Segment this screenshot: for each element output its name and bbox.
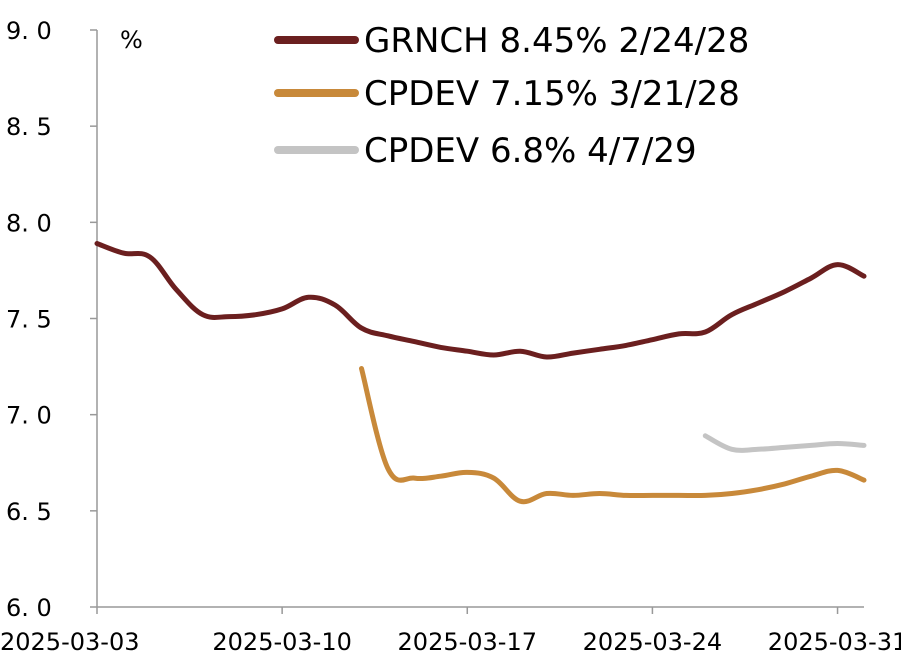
x-tick-label: 2025-03-17 — [398, 628, 537, 656]
series-layer — [94, 241, 867, 505]
x-tick-label: 2025-03-24 — [583, 628, 722, 656]
x-tick-label: 2025-03-03 — [0, 628, 139, 656]
x-tick-label: 2025-03-10 — [212, 628, 351, 656]
y-unit-label: % — [120, 26, 143, 54]
x-tick-label: 2025-03-31 — [768, 628, 901, 656]
legend-label-1: GRNCH 8.45% 2/24/28 — [364, 21, 749, 61]
legend-label-2: CPDEV 7.15% 3/21/28 — [364, 74, 740, 114]
y-tick-label: 6. 5 — [6, 498, 52, 526]
y-tick-label: 7. 5 — [6, 306, 52, 334]
y-tick-label: 8. 0 — [6, 209, 52, 237]
legend-label-3: CPDEV 6.8% 4/7/29 — [364, 131, 697, 171]
y-tick-label: 8. 5 — [6, 113, 52, 141]
y-tick-label: 6. 0 — [6, 594, 52, 622]
y-tick-label: 9. 0 — [6, 17, 52, 45]
y-ticks: 6. 0 6. 5 7. 0 7. 5 8. 0 8. 5 9. 0 — [6, 17, 97, 622]
series-line-2 — [359, 366, 867, 505]
series-line-3 — [702, 433, 867, 453]
y-tick-label: 7. 0 — [6, 402, 52, 430]
legend: GRNCH 8.45% 2/24/28 CPDEV 7.15% 3/21/28 CP… — [274, 21, 749, 171]
series-line-1 — [94, 241, 867, 360]
x-ticks: 2025-03-03 2025-03-10 2025-03-17 2025-03-24… — [0, 607, 901, 656]
